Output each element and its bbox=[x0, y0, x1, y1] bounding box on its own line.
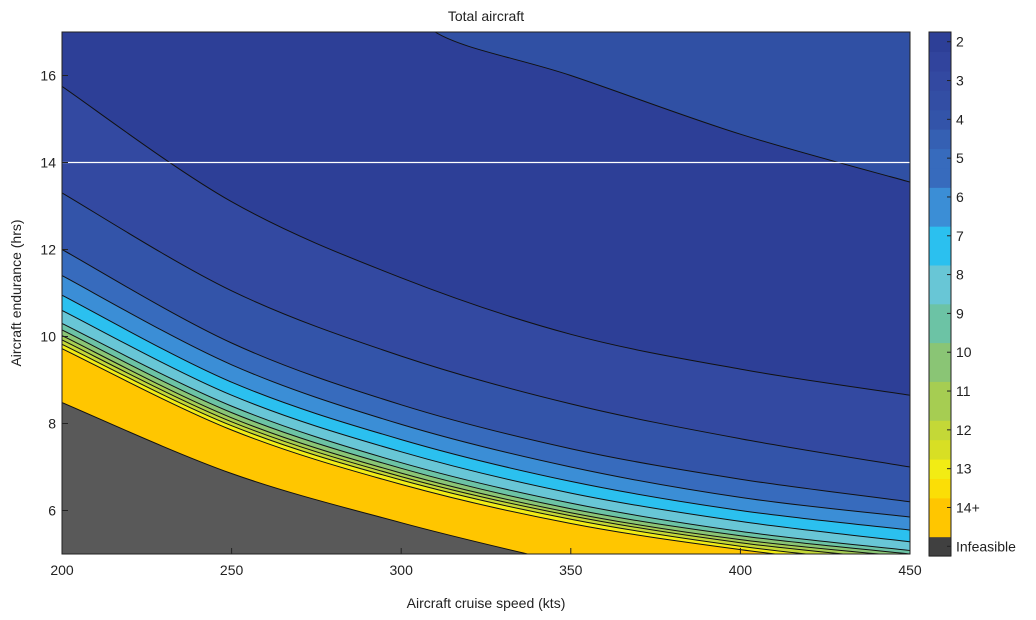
colorbar-swatch bbox=[929, 303, 951, 324]
contour-line-2 bbox=[434, 32, 910, 183]
contour-line-infeasible bbox=[62, 402, 530, 554]
colorbar-swatch bbox=[929, 245, 951, 266]
x-tick-label: 400 bbox=[729, 562, 753, 578]
contour-line-3 bbox=[62, 85, 910, 396]
x-tick-label: 250 bbox=[220, 562, 244, 578]
contour-region-infeasible bbox=[62, 402, 528, 554]
colorbar-swatch bbox=[929, 51, 951, 72]
colorbar-swatch bbox=[929, 458, 951, 479]
colorbar-swatch bbox=[929, 420, 951, 441]
contour-line-10 bbox=[62, 329, 910, 554]
colorbar-label: 9 bbox=[956, 305, 964, 321]
colorbar-label: 3 bbox=[956, 73, 964, 89]
colorbar-label: 12 bbox=[956, 422, 972, 438]
y-tick-label: 12 bbox=[40, 242, 56, 258]
colorbar-swatch bbox=[929, 264, 951, 285]
colorbar-label: 7 bbox=[956, 228, 964, 244]
y-tick-label: 6 bbox=[48, 503, 56, 519]
colorbar-swatch bbox=[929, 129, 951, 150]
colorbar-swatch bbox=[929, 400, 951, 421]
y-axis-label: Aircraft endurance (hrs) bbox=[8, 219, 24, 366]
colorbar-swatch bbox=[929, 536, 951, 557]
colorbar-swatch bbox=[929, 323, 951, 344]
contour-line-4 bbox=[62, 192, 910, 468]
contour-line-12 bbox=[62, 339, 848, 554]
colorbar-label: 4 bbox=[956, 111, 964, 127]
y-tick-label: 10 bbox=[40, 329, 56, 345]
colorbar-label: 13 bbox=[956, 461, 972, 477]
colorbar-label: 10 bbox=[956, 344, 972, 360]
x-tick-label: 200 bbox=[50, 562, 74, 578]
colorbar-label: 14+ bbox=[956, 499, 980, 515]
colorbar-swatch bbox=[929, 167, 951, 188]
contour-lines bbox=[62, 32, 910, 554]
colorbar-swatch bbox=[929, 342, 951, 363]
colorbar-swatch bbox=[929, 148, 951, 169]
colorbar-swatch bbox=[929, 284, 951, 305]
y-tick-label: 8 bbox=[48, 416, 56, 432]
colorbar-swatch bbox=[929, 439, 951, 460]
colorbar-swatch bbox=[929, 361, 951, 382]
contour-line-5 bbox=[62, 249, 910, 503]
y-tick-label: 14 bbox=[40, 155, 56, 171]
x-axis-label: Aircraft cruise speed (kts) bbox=[407, 595, 566, 611]
colorbar-swatch bbox=[929, 187, 951, 208]
colorbar-label: 8 bbox=[956, 267, 964, 283]
colorbar-swatch bbox=[929, 90, 951, 111]
colorbar-label: 6 bbox=[956, 189, 964, 205]
colorbar-swatch bbox=[929, 478, 951, 499]
colorbar-swatch bbox=[929, 517, 951, 538]
contour-line-14+ bbox=[62, 348, 779, 554]
colorbar-swatch bbox=[929, 109, 951, 130]
colorbar-swatch bbox=[929, 70, 951, 91]
colorbar-swatch bbox=[929, 32, 951, 53]
colorbar-swatch bbox=[929, 206, 951, 227]
contour-line-6 bbox=[62, 275, 910, 518]
contour-line-7 bbox=[62, 294, 910, 531]
plot-frame bbox=[61, 31, 911, 555]
colorbar-swatch bbox=[929, 497, 951, 518]
contour-line-11 bbox=[62, 335, 884, 554]
x-axis-ticks: 200 250 300 350 400 450 bbox=[50, 548, 922, 578]
x-tick-label: 350 bbox=[559, 562, 583, 578]
contour-line-8 bbox=[62, 309, 910, 543]
chart-title: Total aircraft bbox=[448, 8, 524, 24]
contour-line-13 bbox=[62, 343, 811, 554]
colorbar-label: Infeasible bbox=[956, 538, 1016, 554]
colorbar-label: 2 bbox=[956, 34, 964, 50]
y-axis-ticks: 6 8 10 12 14 16 bbox=[40, 68, 68, 519]
colorbar-label: 5 bbox=[956, 150, 964, 166]
colorbar-frame bbox=[928, 31, 952, 557]
x-tick-label: 300 bbox=[390, 562, 414, 578]
x-tick-label: 450 bbox=[898, 562, 922, 578]
contour-line-9 bbox=[62, 322, 910, 551]
y-tick-label: 16 bbox=[40, 68, 56, 84]
colorbar: Infeasible 14+ 13 12 11 10 9 8 7 6 5 4 3 2 bbox=[928, 31, 1016, 557]
colorbar-label: 11 bbox=[956, 383, 971, 399]
colorbar-swatch bbox=[929, 381, 951, 402]
colorbar-swatch bbox=[929, 226, 951, 247]
